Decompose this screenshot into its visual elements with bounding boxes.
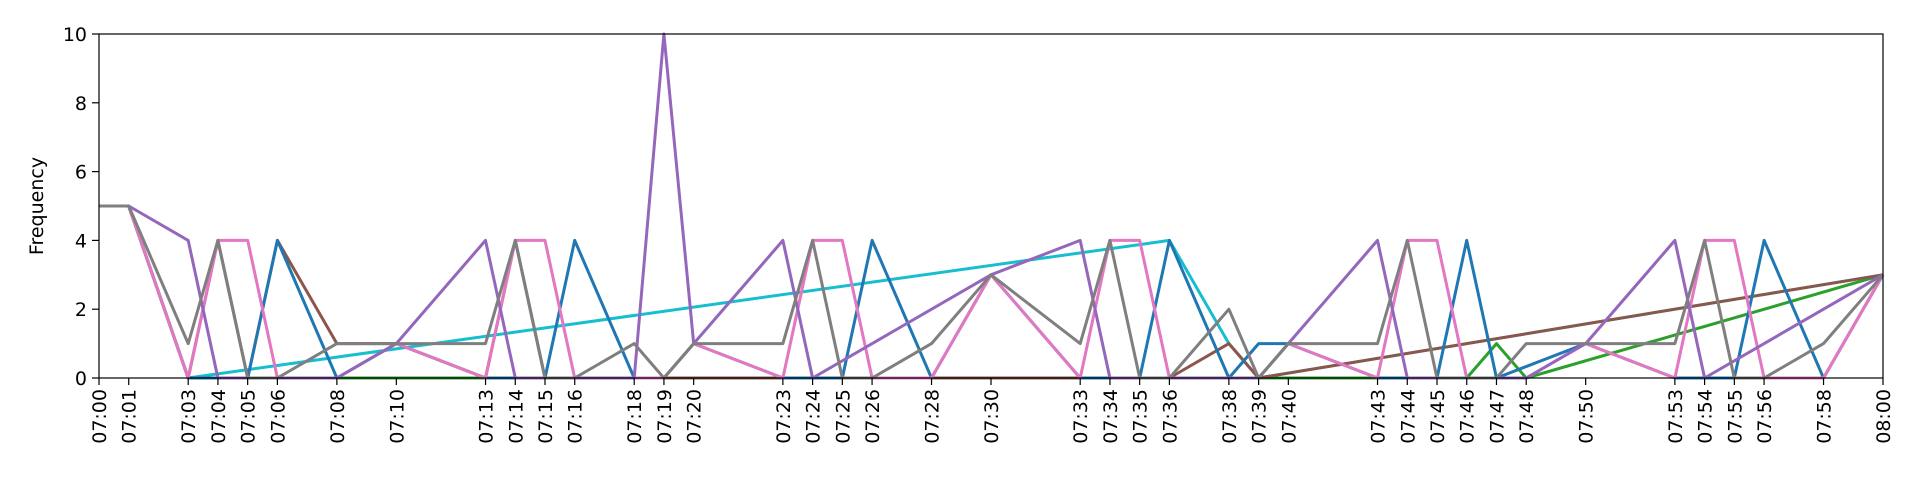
x-tick-label: 07:28 [922,389,944,444]
x-tick-label: 07:00 [89,389,111,444]
y-axis-label: Frequency [26,157,48,255]
x-tick-label: 07:34 [1100,389,1122,444]
x-tick-label: 07:23 [773,389,795,444]
x-tick-label: 07:13 [476,389,498,444]
x-tick-label: 07:39 [1249,389,1271,444]
x-tick-label: 07:44 [1397,389,1419,444]
y-tick-label: 6 [75,162,87,184]
y-tick-label: 8 [75,93,87,115]
x-tick-label: 07:24 [803,389,825,444]
x-tick-label: 07:14 [505,389,527,444]
x-tick-label: 07:01 [119,389,141,444]
x-tick-label: 07:48 [1516,389,1538,444]
x-tick-label: 07:03 [178,389,200,444]
x-tick-label: 07:54 [1695,389,1717,444]
x-tick-label: 07:50 [1576,389,1598,444]
x-tick-label: 08:00 [1873,389,1895,444]
x-tick-label: 07:55 [1724,389,1746,444]
x-tick-label: 07:10 [386,389,408,444]
x-tick-label: 07:25 [832,389,854,444]
x-tick-label: 07:18 [624,389,646,444]
x-tick-label: 07:40 [1278,389,1300,444]
x-tick-label: 07:33 [1070,389,1092,444]
x-axis: 07:00 07:01 07:03 07:04 07:05 07:06 07:08 07:10… [89,378,1895,444]
x-tick-label: 07:46 [1457,389,1479,444]
x-tick-label: 07:53 [1665,389,1687,444]
y-tick-label: 0 [75,368,87,390]
x-tick-label: 07:15 [535,389,557,444]
x-tick-label: 07:56 [1754,389,1776,444]
x-tick-label: 07:05 [238,389,260,444]
x-tick-label: 07:30 [981,389,1003,444]
x-tick-label: 07:16 [565,389,587,444]
x-tick-label: 07:38 [1219,389,1241,444]
x-tick-label: 07:35 [1130,389,1152,444]
x-tick-label: 07:06 [267,389,289,444]
x-tick-label: 07:36 [1159,389,1181,444]
x-tick-label: 07:19 [654,389,676,444]
x-tick-label: 07:20 [684,389,706,444]
x-tick-label: 07:08 [327,389,349,444]
y-axis: 0 2 4 6 8 10 [63,24,99,390]
x-tick-label: 07:26 [862,389,884,444]
x-tick-label: 07:58 [1814,389,1836,444]
x-tick-label: 07:43 [1368,389,1390,444]
y-tick-label: 4 [75,230,87,252]
x-tick-label: 07:04 [208,389,230,444]
y-tick-label: 10 [63,24,87,46]
y-tick-label: 2 [75,299,87,321]
x-tick-label: 07:45 [1427,389,1449,444]
series-line-7 [99,204,1885,380]
x-tick-label: 07:47 [1487,389,1509,444]
